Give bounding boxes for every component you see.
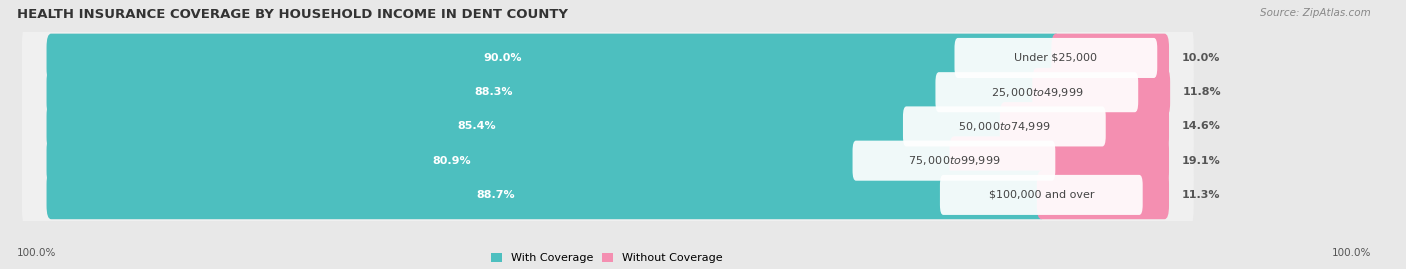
FancyBboxPatch shape: [941, 175, 1143, 215]
FancyBboxPatch shape: [46, 136, 959, 185]
FancyBboxPatch shape: [1032, 68, 1170, 116]
FancyBboxPatch shape: [22, 121, 1194, 201]
Text: HEALTH INSURANCE COVERAGE BY HOUSEHOLD INCOME IN DENT COUNTY: HEALTH INSURANCE COVERAGE BY HOUSEHOLD I…: [17, 8, 568, 21]
FancyBboxPatch shape: [903, 107, 1105, 146]
FancyBboxPatch shape: [46, 102, 1010, 151]
Text: 11.3%: 11.3%: [1181, 190, 1220, 200]
FancyBboxPatch shape: [22, 155, 1194, 235]
Text: 80.9%: 80.9%: [433, 156, 471, 166]
FancyBboxPatch shape: [22, 18, 1194, 98]
Text: 10.0%: 10.0%: [1181, 53, 1220, 63]
Text: 88.3%: 88.3%: [474, 87, 513, 97]
Text: $50,000 to $74,999: $50,000 to $74,999: [957, 120, 1050, 133]
Text: 85.4%: 85.4%: [458, 121, 496, 132]
Text: 100.0%: 100.0%: [1331, 248, 1371, 258]
Text: 11.8%: 11.8%: [1182, 87, 1220, 97]
Text: Source: ZipAtlas.com: Source: ZipAtlas.com: [1260, 8, 1371, 18]
Text: 90.0%: 90.0%: [484, 53, 522, 63]
FancyBboxPatch shape: [46, 34, 1060, 82]
FancyBboxPatch shape: [955, 38, 1157, 78]
FancyBboxPatch shape: [46, 68, 1042, 116]
Text: 19.1%: 19.1%: [1181, 156, 1220, 166]
Text: 100.0%: 100.0%: [17, 248, 56, 258]
FancyBboxPatch shape: [852, 141, 1056, 181]
FancyBboxPatch shape: [949, 136, 1168, 185]
Text: $25,000 to $49,999: $25,000 to $49,999: [991, 86, 1083, 99]
FancyBboxPatch shape: [1036, 171, 1168, 219]
Text: $100,000 and over: $100,000 and over: [988, 190, 1094, 200]
FancyBboxPatch shape: [1052, 34, 1168, 82]
FancyBboxPatch shape: [46, 171, 1046, 219]
Text: Under $25,000: Under $25,000: [1014, 53, 1097, 63]
FancyBboxPatch shape: [22, 86, 1194, 167]
Text: 14.6%: 14.6%: [1181, 121, 1220, 132]
Text: 88.7%: 88.7%: [477, 190, 515, 200]
Legend: With Coverage, Without Coverage: With Coverage, Without Coverage: [486, 249, 727, 268]
FancyBboxPatch shape: [1000, 102, 1168, 151]
FancyBboxPatch shape: [22, 52, 1194, 132]
Text: $75,000 to $99,999: $75,000 to $99,999: [908, 154, 1000, 167]
FancyBboxPatch shape: [935, 72, 1139, 112]
